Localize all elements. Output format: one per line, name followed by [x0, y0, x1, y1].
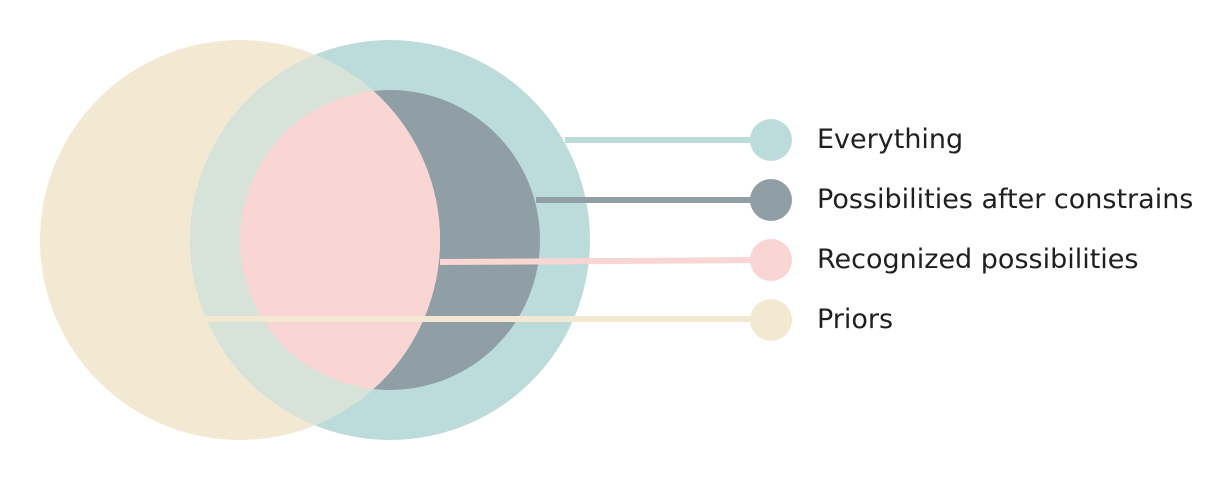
recognized-possibilities-region	[240, 90, 440, 390]
priors-legend-dot	[750, 299, 792, 341]
everything-label: Everything	[817, 124, 964, 155]
priors-label: Priors	[817, 304, 894, 335]
constraints-legend-dot	[750, 179, 792, 221]
recognized-legend-dot	[750, 239, 792, 281]
everything-legend-dot	[750, 119, 792, 161]
constraints-label: Possibilities after constrains	[817, 184, 1194, 215]
recognized-label: Recognized possibilities	[817, 244, 1139, 275]
recognized-leader-line	[439, 257, 773, 265]
